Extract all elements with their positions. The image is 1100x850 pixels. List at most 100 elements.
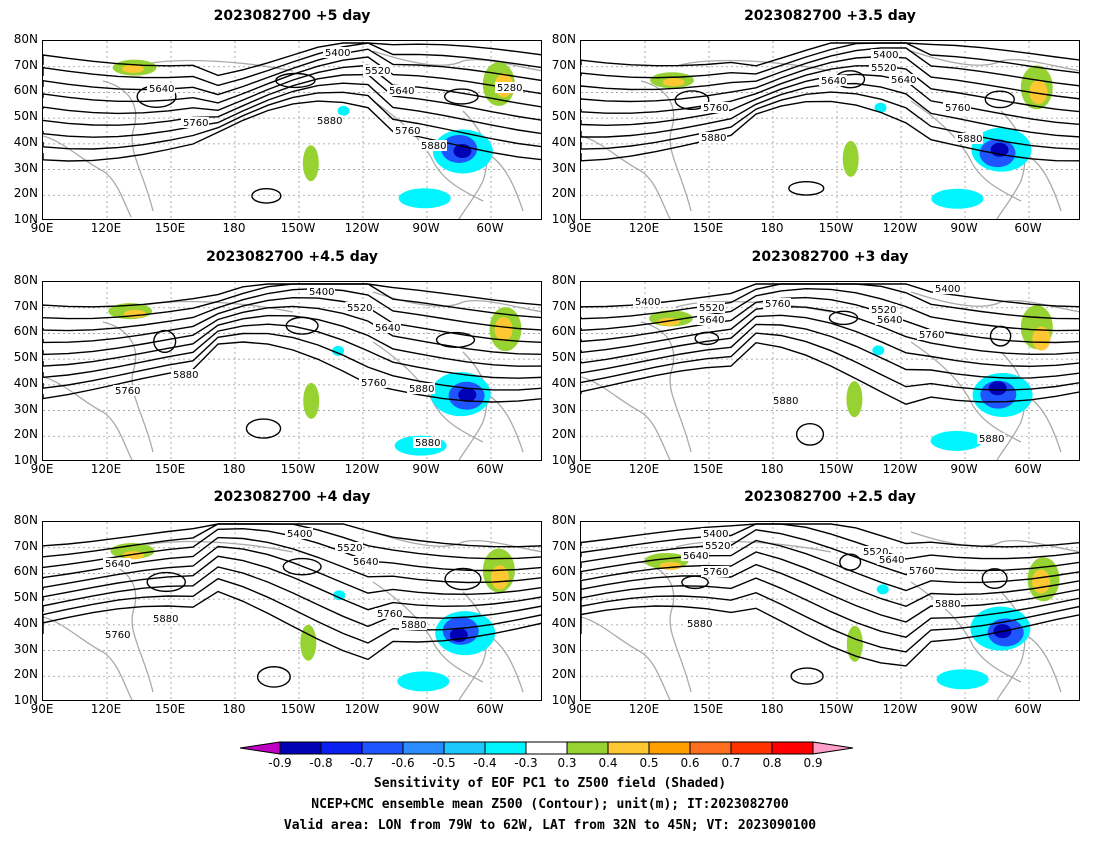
z500-contour (581, 91, 1079, 150)
contour-label: 5760 (945, 103, 970, 114)
contour-label-bg (113, 385, 141, 396)
y-tick-label: 10N (13, 212, 38, 226)
sensitivity-shading (842, 140, 859, 177)
contour-label-bg (171, 369, 199, 380)
coastline (372, 50, 541, 72)
sensitivity-shading (936, 669, 989, 690)
z500-closed-contour (435, 331, 476, 348)
x-tick-label: 90E (30, 462, 54, 476)
z500-closed-contour (989, 325, 1012, 347)
y-tick-label: 80N (551, 32, 576, 46)
z500-contour (43, 323, 541, 379)
z500-closed-contour (251, 187, 282, 204)
coastline (43, 376, 133, 460)
x-tick-label: 180 (760, 702, 784, 716)
colorbar-label: -0.4 (473, 756, 497, 770)
contour-label: 5880 (421, 141, 446, 152)
contour-label: 5520 (705, 541, 730, 552)
sensitivity-shading (1032, 569, 1051, 594)
z500-contour (43, 577, 541, 644)
y-tick-label: 80N (551, 273, 576, 287)
sensitivity-shading (846, 381, 863, 418)
sensitivity-shading (333, 590, 346, 601)
y-tick-label: 30N (551, 160, 576, 175)
x-tick-label: 150W (280, 462, 316, 476)
contour-label-bg (703, 540, 731, 551)
y-tick-label: 60N (551, 324, 576, 339)
z500-contour (581, 577, 1079, 638)
y-tick-label: 10N (13, 453, 38, 467)
contour-label-bg (907, 565, 935, 576)
contour-label: 5760 (703, 103, 728, 114)
z500-contour (581, 42, 1079, 79)
x-tick-label: 150W (818, 702, 854, 716)
x-tick-label: 150W (280, 221, 316, 235)
x-tick-label: 60W (476, 462, 504, 476)
contour-label: 5880 (409, 384, 434, 395)
contour-label: 5880 (957, 134, 982, 145)
sensitivity-shading (337, 105, 350, 116)
contour-label: 5880 (687, 619, 712, 630)
z500-contour (43, 42, 541, 87)
x-tick-label: 90E (568, 702, 592, 716)
contour-label: 5880 (979, 434, 1004, 445)
sensitivity-shading (398, 188, 451, 209)
contour-label-bg (697, 314, 725, 325)
x-tick-label: 90E (568, 221, 592, 235)
contour-label: 5640 (105, 559, 130, 570)
panel-title: 2023082700 +5 day (213, 8, 371, 24)
sensitivity-shading (302, 145, 319, 182)
x-tick-label: 120E (628, 702, 660, 716)
coastline (458, 110, 488, 219)
contour-label-bg (869, 62, 897, 73)
x-tick-label: 180 (222, 702, 246, 716)
contour-label: 5640 (683, 551, 708, 562)
y-tick-label: 50N (551, 590, 576, 605)
contour-label: 5760 (765, 299, 790, 310)
contour-label: 5760 (361, 378, 386, 389)
z500-contour (43, 91, 541, 150)
contour-label: 5400 (309, 287, 334, 298)
coastline (1020, 631, 1062, 693)
y-tick-label: 50N (13, 109, 38, 124)
sensitivity-shading (662, 78, 685, 87)
panel-title: 2023082700 +4.5 day (206, 249, 378, 265)
z500-closed-contour (256, 666, 291, 688)
colorbar-cell (689, 741, 732, 755)
z500-contour (43, 314, 541, 367)
coastline (675, 540, 832, 553)
z500-contour (581, 82, 1079, 138)
contour-label-bg (685, 618, 713, 629)
contour-label-bg (399, 619, 427, 630)
x-tick-label: 120E (628, 462, 660, 476)
caption-line-2: NCEP+CMC ensemble mean Z500 (Contour); u… (311, 797, 789, 812)
z500-closed-contour (444, 567, 482, 591)
x-tick-label: 120W (344, 462, 380, 476)
x-tick-label: 90E (30, 702, 54, 716)
z500-contour (581, 305, 1079, 356)
x-tick-label: 90W (950, 462, 978, 476)
contour-label: 5400 (287, 529, 312, 540)
z500-contour (581, 65, 1079, 114)
contour-label-bg (977, 433, 1005, 444)
sensitivity-shading (872, 345, 885, 356)
coastline (910, 531, 1079, 553)
z500-contour (581, 55, 1079, 103)
x-tick-label: 150W (280, 702, 316, 716)
coastline (910, 291, 1079, 313)
z500-contour (43, 56, 541, 104)
colorbar-label: -0.3 (514, 756, 538, 770)
colorbar (240, 741, 854, 755)
contour-label: 5640 (877, 315, 902, 326)
z500-contour (43, 590, 541, 661)
z500-contour (581, 283, 1079, 320)
y-tick-label: 60N (551, 564, 576, 579)
panel-title: 2023082700 +2.5 day (744, 489, 916, 505)
contour-label-bg (393, 125, 421, 136)
z500-contour (43, 48, 541, 96)
y-tick-label: 50N (551, 109, 576, 124)
z500-closed-contour (790, 667, 824, 685)
x-tick-label: 90E (30, 221, 54, 235)
